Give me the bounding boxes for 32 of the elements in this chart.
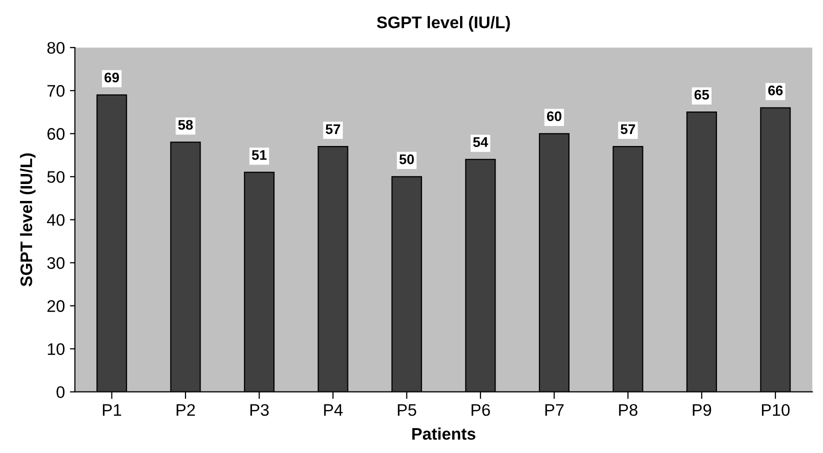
data-label: 57 bbox=[326, 124, 340, 134]
x-tick-label: P5 bbox=[398, 404, 416, 416]
x-tick-label: P7 bbox=[545, 404, 564, 416]
x-tick-label: P4 bbox=[324, 404, 343, 416]
data-label: 66 bbox=[768, 86, 783, 96]
data-label: 57 bbox=[620, 124, 636, 134]
y-tick-label: 80 bbox=[47, 42, 65, 54]
y-tick-label: 20 bbox=[47, 300, 65, 312]
y-tick-label: 50 bbox=[47, 171, 65, 183]
data-label: 58 bbox=[178, 120, 193, 130]
x-tick-label: P2 bbox=[176, 404, 195, 416]
data-label: 65 bbox=[694, 90, 710, 100]
y-tick-label: 40 bbox=[47, 214, 65, 226]
data-label: 60 bbox=[546, 111, 562, 122]
x-tick-label: P3 bbox=[250, 404, 269, 416]
y-tick-label: 70 bbox=[47, 85, 65, 97]
x-tick-label: P9 bbox=[692, 404, 712, 416]
x-tick-label: P6 bbox=[472, 404, 490, 416]
y-tick-label: 10 bbox=[48, 343, 65, 356]
x-axis-title: Patients bbox=[412, 428, 476, 440]
y-tick-label: 30 bbox=[47, 257, 65, 269]
y-tick-label: 0 bbox=[56, 386, 65, 398]
x-tick-label: P10 bbox=[762, 404, 790, 416]
data-label: 50 bbox=[399, 154, 414, 164]
data-label: 69 bbox=[104, 72, 119, 82]
data-label: 51 bbox=[252, 150, 267, 160]
chart-title: SGPT level (IU/L) bbox=[376, 16, 510, 32]
x-tick-label: P1 bbox=[102, 404, 122, 416]
y-tick-label: 60 bbox=[47, 128, 65, 140]
y-axis-title: SGPT level (IU/L) bbox=[20, 153, 36, 286]
x-tick-label: P8 bbox=[619, 404, 638, 416]
data-label: 54 bbox=[473, 137, 488, 147]
